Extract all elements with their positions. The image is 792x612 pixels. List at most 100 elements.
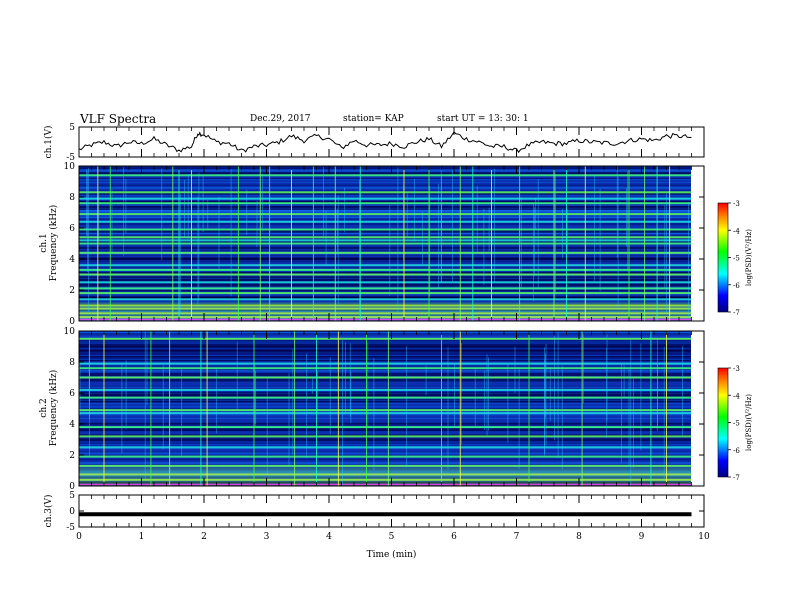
noise-band — [79, 418, 691, 419]
narrowband-line — [79, 367, 691, 370]
date-label: Dec.29, 2017 — [250, 114, 311, 124]
narrowband-line — [79, 292, 691, 295]
quiet-band — [79, 284, 691, 287]
narrowband-line — [79, 174, 691, 177]
narrowband-line — [79, 304, 691, 307]
noise-band — [79, 267, 691, 268]
noise-band — [79, 365, 691, 367]
x-tick-label: 2 — [201, 532, 207, 542]
noise-band — [79, 452, 691, 454]
noise-band — [79, 270, 691, 273]
noise-band — [79, 168, 691, 170]
narrowband-line — [79, 220, 691, 223]
spectrogram-ch2-y-tick-label: 6 — [69, 389, 75, 399]
quiet-band — [79, 428, 691, 431]
noise-band — [79, 277, 691, 279]
x-tick-label: 9 — [639, 532, 645, 542]
spectrogram-ch1-y-tick-label: 6 — [69, 224, 75, 234]
spectrogram-ch1-ylabel2: Frequency (kHz) — [48, 205, 59, 282]
noise-band — [79, 342, 691, 344]
quiet-band — [79, 400, 691, 403]
spectrogram-ch2-panel: 0 2 4 6 8 10 ch.2 Frequency (kHz) -3 -4 -5 -6 -7 log(… — [39, 327, 753, 492]
noise-band — [79, 250, 691, 252]
noise-band — [79, 353, 691, 355]
colorbar-tick-label: -6 — [733, 282, 740, 290]
noise-band — [79, 459, 691, 461]
waveform-ch1-panel: 5 -5 ch.1(V) — [43, 123, 705, 163]
quiet-band — [79, 373, 691, 377]
noise-band — [79, 471, 691, 473]
quiet-band — [79, 422, 691, 425]
noise-band — [79, 190, 691, 192]
narrowband-line — [79, 435, 691, 438]
noise-band — [79, 194, 691, 196]
waveform-ch1-y-tick-label: 5 — [69, 123, 75, 133]
noise-band — [79, 467, 691, 469]
noise-band — [79, 219, 691, 220]
noise-band — [79, 318, 691, 319]
noise-band — [79, 399, 691, 401]
colorbar-label: log(PSD)(V²/Hz) — [745, 394, 753, 451]
noise-band — [79, 290, 691, 292]
narrowband-line — [79, 236, 691, 239]
noise-band — [79, 218, 691, 219]
quiet-band — [79, 205, 691, 208]
colorbar-tick-label: -3 — [733, 365, 740, 373]
quiet-band — [79, 276, 691, 278]
spectrogram-ch1-y-tick-label: 0 — [69, 317, 75, 327]
quiet-band — [79, 345, 691, 348]
noise-band — [79, 358, 691, 359]
noise-band — [79, 210, 691, 212]
spectrogram-ch2-y-tick-label: 2 — [69, 451, 75, 461]
narrowband-line — [79, 376, 691, 379]
x-tick-label: 10 — [698, 532, 710, 542]
noise-band — [79, 358, 691, 361]
quiet-band — [79, 172, 691, 175]
waveform-ch3-y-tick-label: 5 — [69, 491, 75, 501]
narrowband-line — [79, 239, 691, 242]
narrowband-line — [79, 213, 691, 216]
noise-band — [79, 179, 691, 181]
noise-band — [79, 347, 691, 349]
waveform-ch3-ylabel: ch.3(V) — [43, 495, 54, 528]
x-tick-label: 6 — [451, 532, 457, 542]
noise-band — [79, 477, 691, 479]
narrowband-line — [79, 264, 691, 267]
noise-band — [79, 402, 691, 404]
noise-band — [79, 199, 691, 201]
low-frequency-band — [79, 318, 691, 321]
narrowband-line — [79, 473, 691, 476]
quiet-band — [79, 378, 691, 382]
narrowband-line — [79, 464, 691, 467]
noise-band — [79, 186, 691, 188]
spectrogram-ch1-y-tick-label: 2 — [69, 286, 75, 296]
noise-band — [79, 216, 691, 219]
colorbar-tick-label: -6 — [733, 447, 740, 455]
noise-band — [79, 170, 691, 172]
quiet-band — [79, 230, 691, 233]
noise-band — [79, 352, 691, 354]
narrowband-line — [79, 298, 691, 301]
noise-band — [79, 223, 691, 225]
noise-band — [79, 333, 691, 335]
waveform-ch3-y-tick-label: -5 — [66, 523, 75, 533]
narrowband-line — [79, 362, 691, 365]
spectrogram-ch2-y-tick-label: 0 — [69, 482, 75, 492]
narrowband-line — [79, 191, 691, 194]
noise-band — [79, 211, 691, 213]
x-tick-label: 3 — [264, 532, 270, 542]
waveform-ch1-line — [78, 131, 692, 154]
narrowband-line — [79, 455, 691, 458]
noise-band — [79, 282, 691, 285]
waveform-ch1-y-tick-label: -5 — [66, 153, 75, 163]
colorbar-tick-label: -5 — [733, 255, 740, 263]
quiet-band — [79, 279, 691, 282]
noise-band — [79, 215, 691, 217]
spectrogram-ch2-ylabel: ch.2 — [39, 398, 49, 417]
quiet-band — [79, 271, 691, 274]
noise-band — [79, 424, 691, 426]
narrowband-line — [79, 281, 691, 284]
